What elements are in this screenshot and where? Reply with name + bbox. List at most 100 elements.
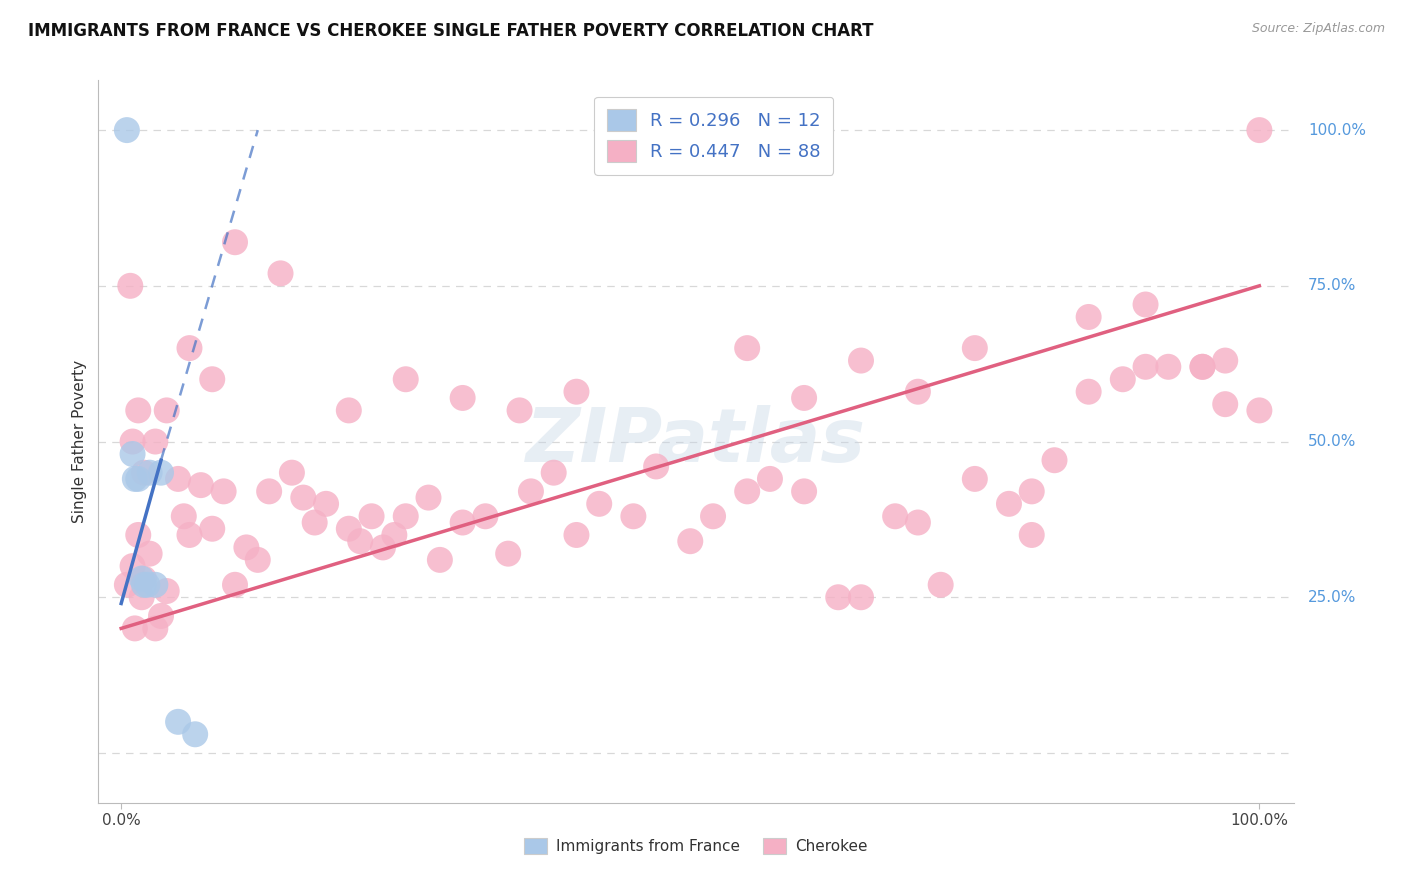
Point (120, 278, 142, 293)
Point (138, 466, 160, 480)
Point (143, 621, 166, 635)
Point (131, 572, 153, 586)
Point (520, 484, 543, 499)
Point (963, 341, 986, 355)
Point (621, 509, 644, 524)
Point (395, 372, 418, 386)
Point (315, 497, 337, 511)
Point (124, 621, 146, 635)
Point (793, 484, 815, 499)
Point (121, 447, 143, 461)
Point (131, 591, 153, 605)
Point (735, 484, 758, 499)
Text: IMMIGRANTS FROM FRANCE VS CHEROKEE SINGLE FATHER POVERTY CORRELATION CHART: IMMIGRANTS FROM FRANCE VS CHEROKEE SINGL… (28, 22, 873, 40)
Point (270, 266, 292, 280)
Point (963, 472, 986, 486)
Legend: Immigrants from France, Cherokee: Immigrants from France, Cherokee (517, 832, 875, 860)
Point (179, 341, 201, 355)
Point (201, 372, 224, 386)
Point (371, 541, 394, 555)
Point (190, 478, 212, 492)
Point (496, 547, 519, 561)
Point (1157, 359, 1180, 374)
Point (645, 459, 668, 474)
Point (429, 553, 451, 567)
Point (451, 391, 474, 405)
Point (849, 591, 872, 605)
Point (360, 509, 382, 524)
Point (173, 509, 195, 524)
Point (257, 484, 280, 499)
Point (143, 434, 166, 449)
Point (907, 516, 929, 530)
Point (849, 353, 872, 368)
Point (349, 534, 371, 549)
Point (1191, 359, 1213, 374)
Point (418, 491, 440, 505)
Point (474, 509, 496, 524)
Point (235, 541, 257, 555)
Point (127, 472, 149, 486)
Point (998, 497, 1021, 511)
Point (132, 466, 155, 480)
Point (1135, 297, 1157, 311)
Text: Source: ZipAtlas.com: Source: ZipAtlas.com (1251, 22, 1385, 36)
Y-axis label: Single Father Poverty: Single Father Poverty (72, 360, 87, 523)
Point (138, 547, 160, 561)
Point (304, 516, 326, 530)
Text: ZIPatlas: ZIPatlas (526, 405, 866, 478)
Point (201, 522, 224, 536)
Point (212, 484, 235, 499)
Point (337, 403, 360, 417)
Point (156, 403, 179, 417)
Point (224, 235, 246, 250)
Point (588, 497, 610, 511)
Point (793, 391, 815, 405)
Point (1021, 484, 1043, 499)
Point (115, 578, 138, 592)
Point (143, 578, 166, 592)
Point (167, 714, 190, 729)
Point (395, 509, 418, 524)
Point (451, 516, 474, 530)
Point (1213, 397, 1236, 411)
Point (884, 509, 907, 524)
Point (132, 578, 155, 592)
Point (1112, 372, 1135, 386)
Point (827, 591, 849, 605)
Point (150, 609, 173, 624)
Point (132, 572, 155, 586)
Point (179, 528, 201, 542)
Point (150, 466, 173, 480)
Point (543, 466, 565, 480)
Point (121, 559, 143, 574)
Point (1021, 528, 1043, 542)
Point (1043, 453, 1066, 467)
Point (1249, 123, 1271, 137)
Point (127, 528, 149, 542)
Point (929, 578, 952, 592)
Point (565, 384, 588, 399)
Point (509, 403, 531, 417)
Point (281, 466, 304, 480)
Point (124, 472, 146, 486)
Text: 75.0%: 75.0% (1308, 278, 1357, 293)
Point (1249, 403, 1271, 417)
Point (156, 584, 179, 599)
Point (337, 522, 360, 536)
Point (224, 578, 246, 592)
Point (115, 123, 138, 137)
Point (136, 578, 159, 592)
Point (184, 727, 207, 741)
Text: 25.0%: 25.0% (1308, 590, 1357, 605)
Point (759, 472, 782, 486)
Point (246, 553, 269, 567)
Point (735, 341, 758, 355)
Point (292, 491, 315, 505)
Point (382, 528, 405, 542)
Point (565, 528, 588, 542)
Point (1191, 359, 1213, 374)
Point (1135, 359, 1157, 374)
Point (121, 434, 143, 449)
Point (907, 384, 929, 399)
